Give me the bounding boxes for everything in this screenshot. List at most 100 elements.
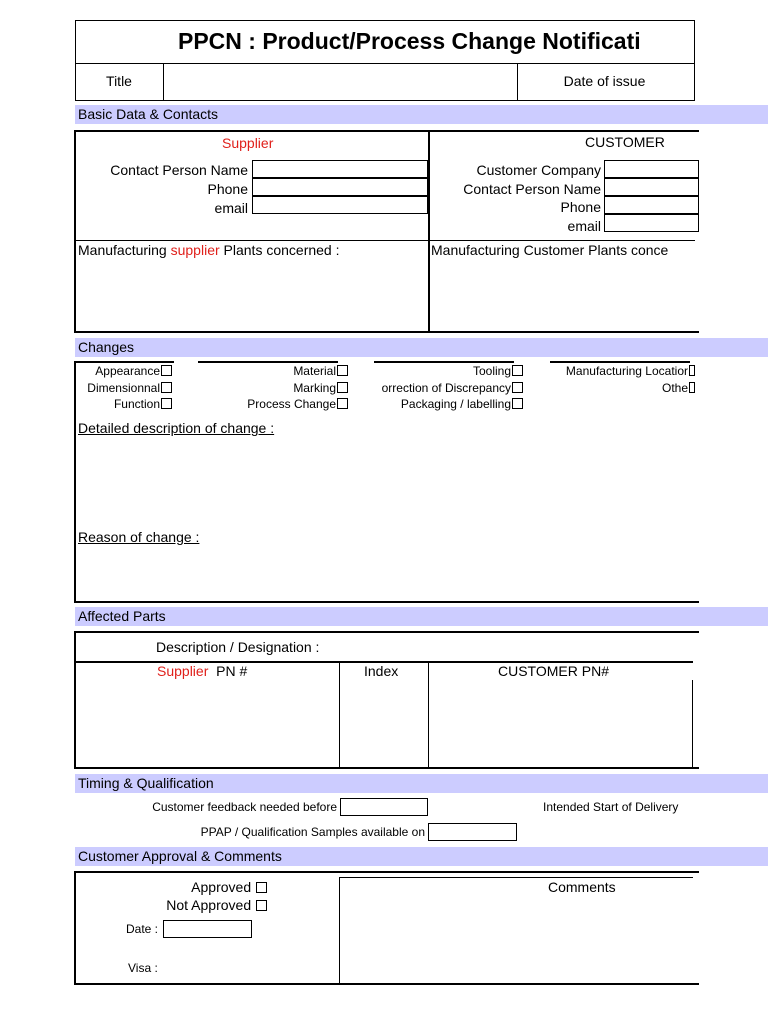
header-box: [75, 20, 695, 101]
l: Appearance: [95, 364, 160, 378]
customer-heading: CUSTOMER: [585, 134, 665, 150]
checkbox-appearance[interactable]: Appearance: [76, 363, 172, 380]
l: Othe: [661, 380, 688, 395]
change-col-4: Manufacturing Locatior Othe: [540, 363, 695, 396]
changes-box: [74, 362, 699, 603]
checkbox-icon[interactable]: [256, 900, 267, 911]
checkbox-manufacturing-location[interactable]: Manufacturing Locatior: [540, 363, 695, 380]
label: Phone: [560, 199, 601, 215]
checkbox-icon[interactable]: [512, 365, 523, 376]
t: Plants concerned :: [219, 242, 340, 258]
l: Process Change: [247, 397, 336, 411]
change-col-2: Material Marking Process Change: [200, 363, 348, 413]
designation-label: Description / Designation :: [156, 639, 320, 655]
l: Material: [293, 364, 336, 378]
checkbox-approved[interactable]: Approved: [120, 878, 267, 896]
supplier-contact-labels: Contact Person Name Phone email: [80, 161, 248, 218]
l: Tooling: [472, 364, 511, 378]
approval-options: Approved Not Approved: [120, 878, 267, 914]
section-timing: Timing & Qualification: [75, 774, 768, 793]
label: Contact Person Name: [463, 180, 601, 197]
l: Dimensionnal: [87, 380, 160, 395]
change-col-1: Appearance Dimensionnal Function: [76, 363, 172, 413]
t: Manufacturing: [78, 242, 171, 258]
checkbox-icon[interactable]: [337, 365, 348, 376]
ppap-date-input[interactable]: [428, 823, 517, 841]
checkbox-icon[interactable]: [256, 882, 267, 893]
checkbox-marking[interactable]: Marking: [200, 380, 348, 397]
checkbox-icon[interactable]: [512, 381, 523, 393]
label: Customer Company: [476, 162, 602, 178]
checkbox-icon[interactable]: [337, 398, 348, 409]
checkbox-icon[interactable]: [161, 365, 172, 376]
ppap-label: PPAP / Qualification Samples available o…: [200, 825, 425, 839]
title-input[interactable]: [163, 63, 518, 100]
date-label: Date :: [126, 922, 159, 936]
approval-box: [74, 871, 699, 985]
label: email: [214, 200, 248, 216]
t: supplier: [170, 242, 220, 258]
checkbox-icon[interactable]: [161, 398, 172, 409]
supplier-plants-label: Manufacturing supplier Plants concerned …: [78, 242, 340, 258]
l: Not Approved: [166, 897, 252, 913]
checkbox-icon[interactable]: [512, 398, 523, 409]
l: Marking: [293, 380, 336, 395]
checkbox-dimensionnal[interactable]: Dimensionnal: [76, 380, 172, 397]
feedback-label: Customer feedback needed before: [152, 800, 337, 814]
customer-contact-labels: Customer Company Contact Person Name Pho…: [430, 161, 601, 235]
title-label: Title: [106, 73, 132, 89]
checkbox-icon[interactable]: [689, 381, 695, 393]
reason-of-change-label: Reason of change :: [78, 529, 200, 545]
l: Packaging / labelling: [400, 397, 511, 411]
supplier-email-input[interactable]: [252, 196, 428, 214]
t: Supplier: [157, 663, 209, 679]
checkbox-correction-of-discrepancy[interactable]: orrection of Discrepancy: [360, 380, 523, 397]
checkbox-other[interactable]: Othe: [540, 380, 695, 397]
checkbox-packaging-labelling[interactable]: Packaging / labelling: [360, 396, 523, 413]
t: PN #: [216, 663, 248, 679]
detailed-description-label: Detailed description of change :: [78, 420, 275, 436]
supplier-heading: Supplier: [222, 135, 274, 151]
section-affected-parts: Affected Parts: [75, 607, 768, 626]
page-title: PPCN : Product/Process Change Notificati: [178, 28, 641, 54]
checkbox-process-change[interactable]: Process Change: [200, 396, 348, 413]
checkbox-material[interactable]: Material: [200, 363, 348, 380]
contacts-box: [74, 130, 699, 333]
comments-label: Comments: [548, 879, 616, 895]
customer-contact-input[interactable]: [604, 178, 699, 196]
supplier-phone-input[interactable]: [252, 178, 428, 196]
checkbox-icon[interactable]: [337, 381, 348, 393]
customer-email-input[interactable]: [604, 214, 699, 232]
approval-date-input[interactable]: [163, 920, 252, 938]
checkbox-icon[interactable]: [689, 365, 695, 376]
visa-label: Visa :: [128, 961, 158, 975]
label: email: [567, 217, 601, 234]
customer-company-input[interactable]: [604, 160, 699, 178]
label: Contact Person Name: [110, 162, 248, 178]
date-of-issue-label: Date of issue: [563, 73, 646, 89]
index-header: Index: [364, 663, 399, 679]
parts-box: [74, 631, 699, 769]
feedback-date-input[interactable]: [340, 798, 428, 816]
checkbox-icon[interactable]: [161, 381, 172, 393]
checkbox-function[interactable]: Function: [76, 396, 172, 413]
supplier-pn-header: Supplier PN #: [157, 663, 247, 679]
comments-input[interactable]: [340, 896, 692, 982]
change-col-3: Tooling orrection of Discrepancy Packagi…: [360, 363, 523, 413]
start-of-delivery-label: Intended Start of Delivery: [543, 800, 679, 814]
customer-plants-label: Manufacturing Customer Plants conce: [431, 242, 669, 258]
checkbox-tooling[interactable]: Tooling: [360, 363, 523, 380]
section-approval: Customer Approval & Comments: [75, 847, 768, 866]
l: Manufacturing Locatior: [565, 364, 688, 378]
customer-pn-header: CUSTOMER PN#: [498, 663, 609, 679]
label: Phone: [207, 181, 248, 197]
l: Function: [113, 397, 160, 411]
checkbox-not-approved[interactable]: Not Approved: [120, 896, 267, 914]
customer-phone-input[interactable]: [604, 196, 699, 214]
supplier-contact-name-input[interactable]: [252, 160, 428, 178]
l: orrection of Discrepancy: [381, 380, 511, 395]
section-basic-data: Basic Data & Contacts: [75, 105, 768, 124]
section-changes: Changes: [75, 338, 768, 357]
l: Approved: [191, 879, 252, 895]
